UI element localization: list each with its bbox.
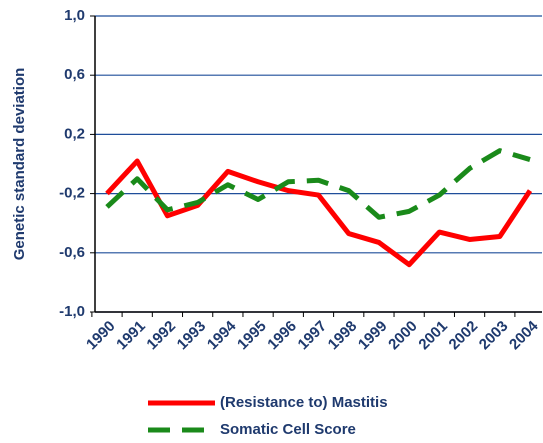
x-tick-label: 1999 <box>355 318 391 354</box>
y-tick-label: -0,2 <box>59 185 85 202</box>
x-tick-label: 1993 <box>174 318 210 354</box>
series-line <box>105 158 533 268</box>
x-tick-label: 2000 <box>385 318 421 354</box>
series-line <box>105 148 531 220</box>
y-tick-label: -0,6 <box>59 244 85 261</box>
x-tick-label: 2004 <box>506 317 542 353</box>
x-tick-label: 1990 <box>83 318 119 354</box>
x-tick-label: 1994 <box>204 317 240 353</box>
y-axis-title: Genetic standard deviation <box>11 68 28 261</box>
y-tick-label: 1,0 <box>64 7 85 24</box>
x-tick-label: 1995 <box>234 318 270 354</box>
legend-label: (Resistance to) Mastitis <box>220 394 388 411</box>
y-tick-label: 0,2 <box>64 125 85 142</box>
x-tick-label: 2001 <box>415 318 451 354</box>
y-tick-label: -1,0 <box>59 303 85 320</box>
x-tick-label: 1998 <box>325 318 361 354</box>
x-tick-label: 2002 <box>446 318 482 354</box>
y-tick-label: 0,6 <box>64 66 85 83</box>
x-tick-label: 1997 <box>295 318 331 354</box>
x-tick-label: 2003 <box>476 318 512 354</box>
legend-label: Somatic Cell Score <box>220 421 356 438</box>
x-tick-label: 1992 <box>143 318 179 354</box>
x-tick-label: 1996 <box>264 318 300 354</box>
x-tick-label: 1991 <box>113 318 149 354</box>
